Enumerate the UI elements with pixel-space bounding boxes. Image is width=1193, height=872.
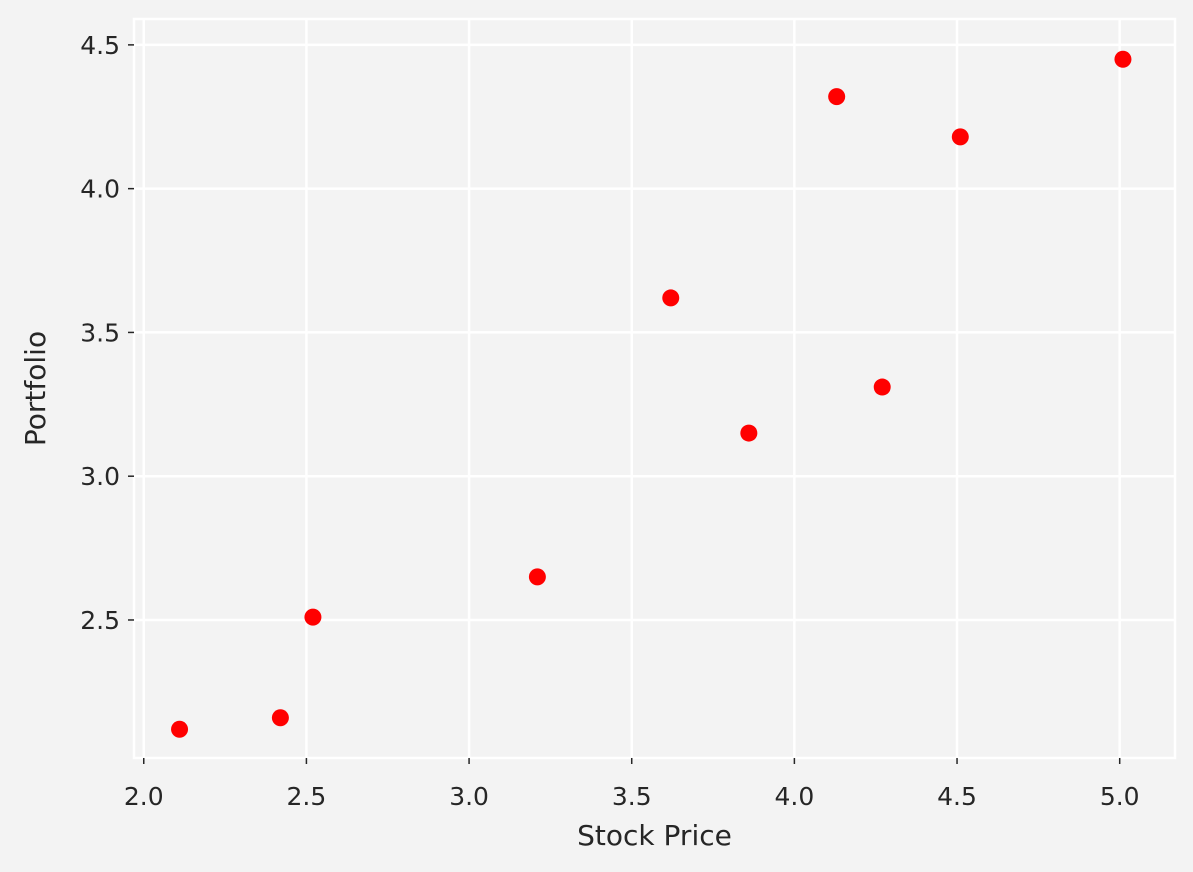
scatter-point — [304, 608, 322, 626]
scatter-point — [171, 720, 189, 738]
y-tick-label: 4.5 — [80, 31, 120, 60]
y-tick-label: 2.5 — [80, 606, 120, 635]
y-tick-label: 4.0 — [80, 175, 120, 204]
scatter-point — [271, 709, 289, 727]
scatter-point — [873, 378, 891, 396]
y-tick-label: 3.5 — [80, 318, 120, 347]
x-tick-label: 3.0 — [449, 782, 489, 811]
scatter-point — [1114, 50, 1132, 68]
scatter-point — [951, 128, 969, 146]
y-tick-label: 3.0 — [80, 462, 120, 491]
scatter-point — [740, 424, 758, 442]
x-tick-label: 2.5 — [287, 782, 327, 811]
x-tick-label: 2.0 — [124, 782, 164, 811]
x-tick-label: 4.5 — [937, 782, 977, 811]
y-axis-ticks: 2.5 3.0 3.5 4.0 4.5 — [80, 31, 134, 635]
scatter-point — [662, 289, 680, 307]
x-tick-label: 5.0 — [1100, 782, 1140, 811]
x-axis-ticks: 2.0 2.5 3.0 3.5 4.0 4.5 5.0 — [124, 758, 1140, 811]
x-axis-label: Stock Price — [577, 819, 732, 852]
plot-area — [132, 17, 1177, 760]
scatter-point — [528, 568, 546, 586]
x-tick-label: 4.0 — [775, 782, 815, 811]
x-tick-label: 3.5 — [612, 782, 652, 811]
scatter-point — [828, 88, 846, 106]
data-points — [171, 50, 1132, 738]
y-axis-label: Portfolio — [19, 331, 52, 446]
